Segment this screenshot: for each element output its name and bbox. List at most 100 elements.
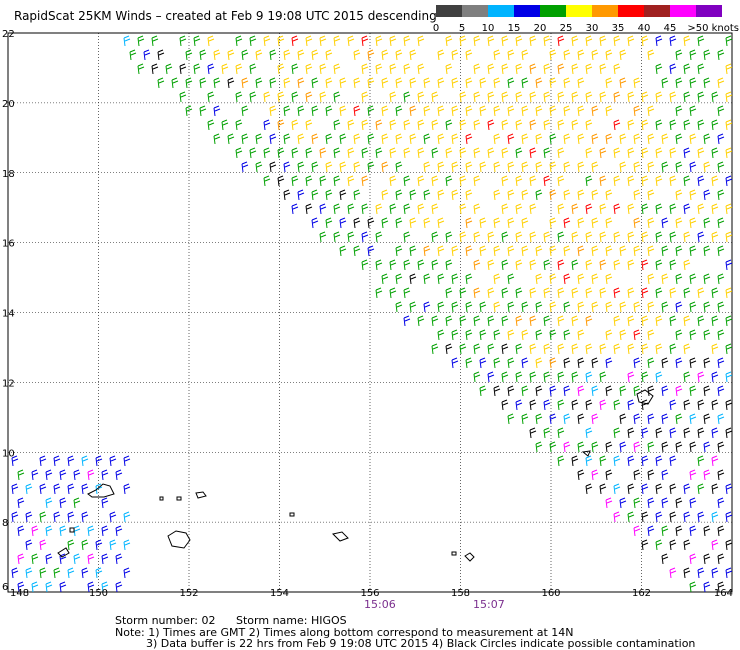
wind-barb	[549, 301, 557, 313]
wind-barb	[543, 371, 551, 383]
wind-barb	[599, 147, 607, 159]
wind-barb	[571, 35, 579, 47]
wind-barb	[689, 301, 697, 313]
wind-barb	[641, 315, 649, 327]
wind-barb	[305, 63, 313, 75]
wind-barb	[711, 567, 719, 579]
wind-barb	[563, 273, 571, 285]
wind-barb	[641, 371, 649, 383]
wind-barb	[725, 203, 733, 215]
wind-barb	[585, 147, 593, 159]
wind-barb	[249, 91, 257, 103]
wind-barb	[361, 203, 369, 215]
wind-barb	[409, 77, 417, 89]
wind-barb	[599, 455, 607, 467]
wind-barb	[367, 161, 375, 173]
wind-barb	[585, 315, 593, 327]
wind-barb	[115, 581, 123, 593]
wind-barb	[641, 455, 649, 467]
wind-barb	[563, 49, 571, 61]
wind-barb	[697, 91, 705, 103]
wind-barb	[17, 553, 25, 565]
wind-barb	[179, 35, 187, 47]
wind-barb	[711, 147, 719, 159]
wind-barb	[627, 427, 635, 439]
wind-barb	[487, 119, 495, 131]
wind-barb	[501, 231, 509, 243]
wind-barb	[627, 455, 635, 467]
wind-barb	[717, 245, 725, 257]
wind-barb	[571, 343, 579, 355]
wind-barb	[353, 217, 361, 229]
wind-barb	[325, 217, 333, 229]
scale-label: 45	[664, 23, 677, 34]
wind-barb	[655, 455, 663, 467]
wind-barb	[39, 483, 47, 495]
wind-barb	[613, 399, 621, 411]
scale-label: 30	[586, 23, 599, 34]
wind-barb	[591, 133, 599, 145]
wind-barb	[479, 245, 487, 257]
wind-barb	[493, 357, 501, 369]
wind-barb	[409, 133, 417, 145]
wind-barb	[557, 399, 565, 411]
wind-barb	[501, 343, 509, 355]
wind-barb	[207, 119, 215, 131]
wind-barb	[515, 119, 523, 131]
wind-barb	[451, 245, 459, 257]
wind-barb	[339, 161, 347, 173]
wind-barb	[675, 105, 683, 117]
wind-barb	[655, 511, 663, 523]
wind-barb	[325, 49, 333, 61]
wind-barb	[487, 371, 495, 383]
wind-barb	[703, 329, 711, 341]
wind-barb	[347, 203, 355, 215]
wind-barb	[437, 245, 445, 257]
wind-barb	[381, 49, 389, 61]
wind-barb	[101, 497, 109, 509]
wind-barb	[493, 105, 501, 117]
wind-barb	[311, 77, 319, 89]
wind-barb	[493, 329, 501, 341]
wind-barb	[619, 77, 627, 89]
wind-barb	[697, 35, 705, 47]
wind-barb	[283, 49, 291, 61]
wind-barb	[703, 553, 711, 565]
wind-barb	[291, 175, 299, 187]
wind-barb	[361, 175, 369, 187]
wind-barb	[557, 427, 565, 439]
wind-barb	[697, 315, 705, 327]
wind-barb	[101, 469, 109, 481]
wind-barb	[157, 77, 165, 89]
wind-barb	[655, 539, 663, 551]
wind-barb	[367, 49, 375, 61]
wind-barb	[459, 315, 467, 327]
wind-barb	[717, 525, 725, 537]
wind-barb	[263, 91, 271, 103]
wind-barb	[717, 329, 725, 341]
wind-barb	[703, 189, 711, 201]
wind-barb	[493, 217, 501, 229]
wind-barb	[199, 77, 207, 89]
wind-barb	[409, 301, 417, 313]
wind-barb	[605, 497, 613, 509]
wind-barb	[507, 329, 515, 341]
wind-barb	[45, 581, 53, 593]
wind-barb	[599, 175, 607, 187]
wind-barb	[557, 343, 565, 355]
wind-barb	[487, 63, 495, 75]
wind-barb	[591, 357, 599, 369]
island-outline	[57, 547, 70, 558]
axis-tick-labels: 148 150 152 154 156 158 160 162 164 22 20 18 16 14 12 1…	[2, 29, 733, 599]
wind-barb	[395, 49, 403, 61]
wind-barb	[353, 245, 361, 257]
wind-barb	[17, 497, 25, 509]
wind-barb	[381, 133, 389, 145]
wind-barb	[557, 91, 565, 103]
wind-barb	[717, 105, 725, 117]
lat-tick-label: 14	[2, 309, 15, 320]
wind-barb	[703, 413, 711, 425]
wind-barb	[683, 259, 691, 271]
wind-barb	[395, 133, 403, 145]
wind-barb	[613, 287, 621, 299]
